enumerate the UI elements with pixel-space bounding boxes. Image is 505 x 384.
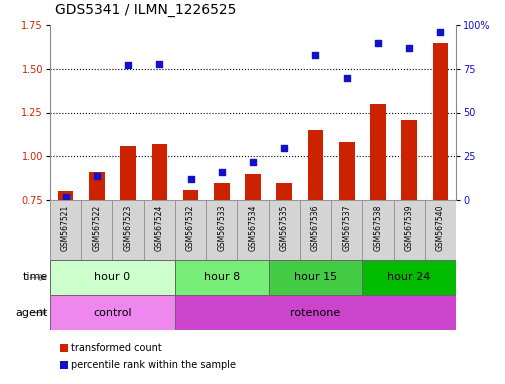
Text: rotenone: rotenone: [290, 308, 340, 318]
Bar: [307, 130, 323, 200]
Bar: [143, 200, 175, 260]
Bar: [400, 119, 416, 200]
Text: GSM567523: GSM567523: [123, 205, 132, 251]
Text: control: control: [93, 308, 131, 318]
Bar: [338, 142, 354, 200]
Text: GSM567536: GSM567536: [311, 205, 319, 251]
Bar: [424, 200, 455, 260]
Point: [280, 144, 288, 151]
Point: [435, 29, 443, 35]
Point: [92, 172, 100, 179]
Point: [62, 194, 70, 200]
Text: GSM567540: GSM567540: [435, 205, 444, 251]
Bar: [276, 182, 291, 200]
Bar: [120, 146, 136, 200]
Bar: [362, 260, 455, 295]
Bar: [175, 295, 455, 330]
Text: hour 8: hour 8: [203, 273, 239, 283]
Text: GSM567532: GSM567532: [186, 205, 194, 251]
Bar: [50, 260, 175, 295]
Bar: [81, 200, 112, 260]
Bar: [330, 200, 362, 260]
Bar: [182, 189, 198, 200]
Bar: [362, 200, 393, 260]
Text: hour 0: hour 0: [94, 273, 130, 283]
Point: [342, 74, 350, 81]
Text: percentile rank within the sample: percentile rank within the sample: [71, 360, 236, 370]
Text: transformed count: transformed count: [71, 343, 162, 353]
Point: [373, 40, 381, 46]
Text: GSM567539: GSM567539: [404, 205, 413, 251]
Text: GSM567534: GSM567534: [248, 205, 257, 251]
Point: [248, 159, 257, 165]
Bar: [50, 200, 81, 260]
Bar: [393, 200, 424, 260]
Bar: [206, 200, 237, 260]
Bar: [58, 191, 73, 200]
Bar: [245, 174, 260, 200]
Point: [311, 52, 319, 58]
Point: [124, 62, 132, 68]
Text: GSM567535: GSM567535: [279, 205, 288, 251]
Text: GSM567522: GSM567522: [92, 205, 101, 251]
Bar: [299, 200, 330, 260]
Bar: [175, 260, 268, 295]
Point: [217, 169, 225, 175]
Bar: [268, 260, 362, 295]
Text: hour 24: hour 24: [387, 273, 430, 283]
Text: GSM567524: GSM567524: [155, 205, 164, 251]
Bar: [432, 43, 447, 200]
Text: GSM567533: GSM567533: [217, 205, 226, 251]
Point: [186, 176, 194, 182]
Bar: [237, 200, 268, 260]
Point: [405, 45, 413, 51]
Bar: [268, 200, 299, 260]
Text: GSM567537: GSM567537: [341, 205, 350, 251]
Text: hour 15: hour 15: [293, 273, 336, 283]
Bar: [175, 200, 206, 260]
Bar: [151, 144, 167, 200]
Text: GSM567521: GSM567521: [61, 205, 70, 251]
Bar: [112, 200, 143, 260]
Text: GDS5341 / ILMN_1226525: GDS5341 / ILMN_1226525: [55, 3, 236, 17]
Bar: [50, 295, 175, 330]
Bar: [369, 104, 385, 200]
Text: GSM567538: GSM567538: [373, 205, 382, 251]
Bar: [89, 172, 105, 200]
Bar: [214, 182, 229, 200]
Point: [155, 60, 163, 66]
Text: agent: agent: [16, 308, 48, 318]
Text: time: time: [23, 273, 48, 283]
